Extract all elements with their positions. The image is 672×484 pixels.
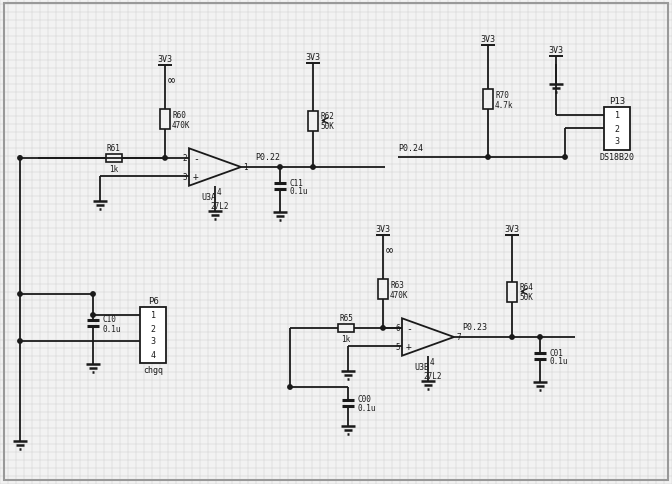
- Text: 27L2: 27L2: [423, 371, 442, 380]
- Circle shape: [278, 166, 282, 170]
- Bar: [308, 111, 318, 131]
- Circle shape: [486, 155, 490, 160]
- Text: R63: R63: [390, 280, 404, 289]
- Circle shape: [91, 292, 95, 297]
- Text: 27L2: 27L2: [210, 202, 228, 211]
- Text: 3: 3: [151, 337, 155, 346]
- Circle shape: [163, 156, 167, 161]
- Bar: [160, 110, 170, 130]
- Text: P13: P13: [609, 97, 625, 106]
- Bar: [507, 282, 517, 302]
- Text: 6: 6: [395, 324, 400, 333]
- Text: R60: R60: [172, 111, 186, 120]
- Bar: [106, 154, 122, 163]
- Text: C01: C01: [549, 348, 563, 357]
- Text: 4: 4: [151, 350, 155, 359]
- Text: 1: 1: [614, 111, 620, 120]
- Text: 3V3: 3V3: [376, 225, 390, 233]
- Text: 2: 2: [182, 154, 187, 163]
- Text: 470K: 470K: [390, 290, 409, 299]
- Text: 4: 4: [217, 187, 222, 197]
- Circle shape: [311, 166, 315, 170]
- Text: 0.1u: 0.1u: [289, 187, 308, 196]
- Text: 4.7k: 4.7k: [495, 100, 513, 109]
- Text: 3V3: 3V3: [505, 225, 519, 233]
- Text: C10: C10: [102, 315, 116, 324]
- Text: C11: C11: [289, 178, 303, 187]
- Text: P0.24: P0.24: [398, 144, 423, 152]
- Text: R64: R64: [519, 283, 533, 291]
- Text: DS18B20: DS18B20: [599, 152, 634, 162]
- Circle shape: [381, 326, 385, 331]
- Text: 470K: 470K: [172, 121, 190, 130]
- Circle shape: [510, 335, 514, 339]
- Text: 0.1u: 0.1u: [357, 404, 376, 413]
- Text: -: -: [193, 153, 199, 164]
- Circle shape: [538, 335, 542, 339]
- Text: 7: 7: [456, 333, 460, 342]
- Text: R62: R62: [320, 112, 334, 121]
- Bar: [378, 280, 388, 300]
- Circle shape: [17, 156, 22, 161]
- Text: 3: 3: [614, 137, 620, 146]
- Bar: [140, 307, 166, 363]
- Text: 5: 5: [395, 342, 400, 351]
- Text: R65: R65: [339, 313, 353, 322]
- Text: P6: P6: [148, 296, 159, 305]
- Bar: [483, 90, 493, 110]
- Text: +: +: [193, 172, 199, 182]
- Circle shape: [17, 292, 22, 297]
- Text: 1k: 1k: [341, 334, 351, 343]
- Text: 3V3: 3V3: [157, 55, 173, 64]
- Bar: [338, 324, 354, 332]
- Circle shape: [288, 385, 292, 390]
- Text: C00: C00: [357, 394, 371, 404]
- Text: 50K: 50K: [320, 122, 334, 131]
- Text: 2: 2: [151, 324, 155, 333]
- Text: 1k: 1k: [109, 165, 118, 174]
- Text: chgq: chgq: [143, 365, 163, 374]
- Circle shape: [17, 339, 22, 344]
- Circle shape: [91, 313, 95, 318]
- Text: -: -: [406, 323, 412, 333]
- Circle shape: [562, 155, 567, 160]
- Text: 3V3: 3V3: [548, 46, 564, 55]
- Text: P0.23: P0.23: [462, 322, 487, 332]
- Text: ∞: ∞: [168, 75, 175, 87]
- Text: 0.1u: 0.1u: [102, 324, 120, 333]
- Text: 3V3: 3V3: [480, 35, 495, 44]
- Text: 3V3: 3V3: [306, 53, 321, 62]
- Text: 1: 1: [151, 311, 155, 320]
- Text: ∞: ∞: [386, 244, 393, 257]
- Text: U3B: U3B: [414, 363, 429, 371]
- Text: 0.1u: 0.1u: [549, 357, 567, 366]
- Text: R70: R70: [495, 91, 509, 99]
- Text: 3: 3: [182, 172, 187, 181]
- Text: P0.22: P0.22: [255, 152, 280, 162]
- Text: +: +: [406, 341, 412, 351]
- Text: 4: 4: [430, 357, 435, 366]
- Text: R61: R61: [107, 144, 120, 152]
- Text: 2: 2: [614, 124, 620, 133]
- Bar: [604, 108, 630, 151]
- Text: 1: 1: [243, 163, 247, 172]
- Text: 50K: 50K: [519, 292, 533, 302]
- Text: U3A: U3A: [201, 193, 216, 202]
